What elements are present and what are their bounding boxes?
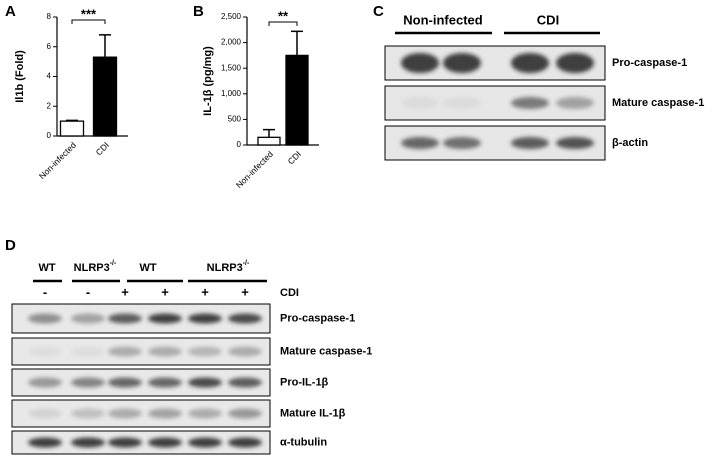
x-tick-label: CDI — [94, 140, 111, 157]
panel-letter: C — [373, 3, 384, 20]
blot-band — [71, 346, 105, 357]
y-tick-label: 2,500 — [221, 12, 242, 21]
blot-band — [188, 377, 222, 388]
blot-band — [511, 97, 549, 109]
y-axis-label: Il1b (Fold) — [14, 50, 26, 103]
y-axis-label: IL-1β (pg/mg) — [202, 46, 214, 116]
blot-band — [228, 377, 262, 388]
panel-letter: D — [5, 237, 16, 254]
blot-band — [108, 408, 142, 419]
blot-band — [556, 97, 594, 109]
y-tick-label: 0 — [237, 140, 242, 149]
row-label: Mature caspase-1 — [612, 97, 704, 109]
treatment-sign: + — [201, 284, 209, 299]
group-label: CDI — [537, 12, 559, 27]
blot-band — [71, 313, 105, 324]
y-tick-label: 2,000 — [221, 38, 242, 47]
blot-band — [188, 313, 222, 324]
treatment-sign: + — [161, 284, 169, 299]
row-label: α-tubulin — [280, 436, 327, 448]
blot-band — [28, 408, 62, 419]
blot-band — [28, 437, 62, 448]
y-tick-label: 0 — [47, 131, 52, 140]
significance-label: *** — [81, 6, 97, 21]
group-label: WT — [139, 262, 156, 274]
row-label: Pro-caspase-1 — [612, 57, 687, 69]
blot-band — [108, 437, 142, 448]
row-label: Pro-IL-1β — [280, 376, 329, 388]
blot-band — [148, 408, 182, 419]
blot-band — [511, 137, 549, 149]
blot-band — [148, 437, 182, 448]
blot-band — [556, 137, 594, 149]
bar — [257, 136, 281, 146]
y-tick-label: 2 — [47, 101, 52, 110]
y-tick-label: 6 — [47, 42, 52, 51]
row-label: Mature IL-1β — [280, 407, 346, 419]
treatment-label: CDI — [280, 287, 299, 299]
panel-letter: A — [5, 3, 16, 20]
bar — [92, 56, 118, 137]
row-label: Pro-caspase-1 — [280, 312, 355, 324]
blot-band — [401, 53, 439, 73]
blot-band — [71, 437, 105, 448]
blot-band — [108, 346, 142, 357]
blot-band — [228, 313, 262, 324]
y-tick-label: 8 — [47, 12, 52, 21]
group-label-base: WT — [38, 262, 55, 274]
blot-band — [188, 346, 222, 357]
x-tick-label: Non-infected — [37, 140, 78, 181]
group-label-sup: -/- — [243, 260, 250, 267]
group-label: Non-infected — [403, 12, 483, 27]
blot-band — [71, 408, 105, 419]
blot-band — [401, 97, 439, 109]
significance-label: ** — [278, 8, 289, 23]
y-tick-label: 500 — [228, 115, 242, 124]
blot-band — [148, 346, 182, 357]
blot-band — [228, 408, 262, 419]
treatment-sign: - — [43, 284, 47, 299]
y-tick-label: 4 — [47, 72, 52, 81]
significance-bracket — [71, 19, 106, 24]
treatment-sign: + — [241, 284, 249, 299]
x-tick-label: CDI — [286, 149, 303, 166]
blot-band — [108, 377, 142, 388]
y-tick-label: 1,500 — [221, 63, 242, 72]
bar — [285, 54, 309, 146]
group-label: NLRP3-/- — [207, 260, 250, 274]
treatment-sign: + — [121, 284, 129, 299]
y-tick-label: 1,000 — [221, 89, 242, 98]
group-label-base: WT — [139, 262, 156, 274]
bar — [59, 120, 85, 137]
blot-band — [148, 313, 182, 324]
blot-band — [28, 346, 62, 357]
group-label: WT — [38, 262, 55, 274]
group-label-base: NLRP3 — [74, 262, 110, 274]
group-label: NLRP3-/- — [74, 260, 117, 274]
panel-letter: B — [193, 3, 204, 20]
blot-band — [228, 437, 262, 448]
blot-band — [556, 53, 594, 73]
group-label-sup: -/- — [110, 260, 117, 267]
group-label-base: NLRP3 — [207, 262, 243, 274]
blot-band — [511, 53, 549, 73]
blot-band — [443, 53, 481, 73]
significance-bracket — [268, 21, 298, 26]
blot-band — [28, 313, 62, 324]
blot-band — [401, 137, 439, 149]
blot-band — [228, 346, 262, 357]
row-label: β-actin — [612, 137, 648, 149]
x-tick-label: Non-infected — [234, 149, 275, 190]
blot-band — [443, 97, 481, 109]
row-label: Mature caspase-1 — [280, 345, 372, 357]
blot-band — [443, 137, 481, 149]
blot-band — [188, 437, 222, 448]
blot-band — [148, 377, 182, 388]
blot-band — [71, 377, 105, 388]
blot-band — [28, 377, 62, 388]
blot-band — [188, 408, 222, 419]
blot-band — [108, 313, 142, 324]
treatment-sign: - — [86, 284, 90, 299]
